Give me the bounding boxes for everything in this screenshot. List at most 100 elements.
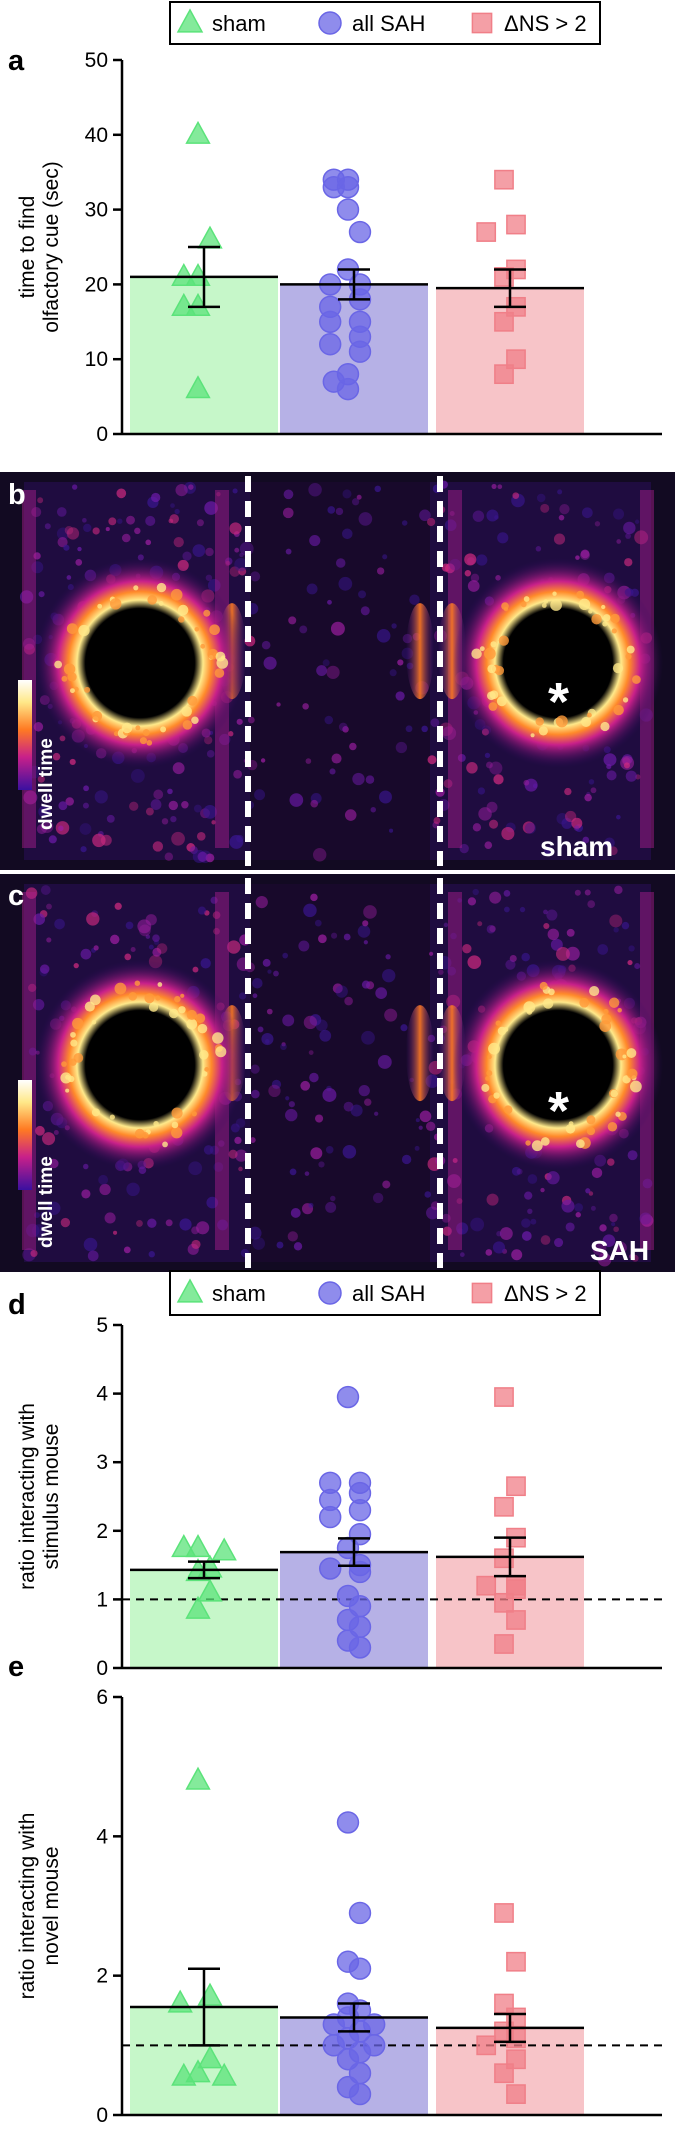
ring-speck bbox=[479, 646, 485, 652]
dwell-speck bbox=[110, 934, 120, 945]
ring-speck bbox=[181, 706, 192, 717]
dwell-speck bbox=[322, 1087, 337, 1102]
dwell-speck bbox=[364, 1098, 372, 1106]
dwell-speck bbox=[250, 1064, 260, 1074]
dwell-speck bbox=[325, 1201, 337, 1213]
dwell-speck bbox=[147, 1218, 157, 1228]
dwell-speck bbox=[592, 1241, 607, 1256]
ring-speck bbox=[63, 663, 76, 675]
dwell-speck bbox=[28, 983, 37, 992]
dwell-speck bbox=[83, 523, 92, 533]
dwell-speck bbox=[467, 955, 482, 970]
dwell-speck bbox=[540, 1187, 545, 1193]
dwell-speck bbox=[614, 885, 623, 895]
dwell-speck bbox=[564, 810, 577, 823]
dwell-speck bbox=[352, 772, 365, 786]
dwell-speck bbox=[522, 821, 535, 834]
ring-speck bbox=[530, 733, 535, 738]
dwell-speck bbox=[225, 557, 233, 565]
dwell-speck bbox=[555, 946, 570, 961]
panel-letter-e: e bbox=[8, 1651, 24, 1683]
dwell-speck bbox=[425, 1121, 436, 1132]
dwell-speck bbox=[511, 1249, 523, 1261]
dwell-speck bbox=[309, 534, 321, 547]
dwell-speck bbox=[574, 1203, 583, 1212]
y-tick-label: 20 bbox=[85, 273, 108, 296]
dwell-speck bbox=[170, 815, 177, 823]
dwell-speck bbox=[501, 827, 515, 841]
data-point-d bbox=[506, 1476, 526, 1497]
dwell-speck bbox=[179, 1218, 192, 1231]
y-tick-label: 0 bbox=[96, 423, 108, 446]
ring-speck bbox=[493, 1092, 500, 1099]
dwell-speck bbox=[489, 925, 496, 933]
dwell-speck bbox=[546, 909, 558, 921]
dwell-speck bbox=[459, 1252, 465, 1257]
data-point-a bbox=[348, 220, 372, 244]
dwell-speck bbox=[484, 752, 491, 759]
dwell-speck bbox=[389, 669, 397, 677]
dwell-speck bbox=[266, 1008, 273, 1015]
chart-a: 0 10 20 30 40 50 time to findolfactory cue (se… bbox=[16, 49, 662, 446]
dwell-speck bbox=[285, 1096, 290, 1101]
heat-asterisk-b: * bbox=[548, 672, 569, 732]
dwell-speck bbox=[580, 549, 590, 559]
dwell-scale-bar-c bbox=[18, 1080, 32, 1190]
dwell-speck bbox=[459, 843, 469, 854]
dwell-speck bbox=[171, 831, 185, 846]
dwell-speck bbox=[546, 1171, 560, 1185]
dwell-speck bbox=[327, 506, 336, 514]
legend-label: ΔNS > 2 bbox=[504, 11, 587, 36]
dwell-speck bbox=[80, 846, 87, 853]
dwell-speck bbox=[305, 758, 312, 764]
dwell-speck bbox=[75, 558, 83, 566]
ring-speck bbox=[576, 590, 585, 599]
dwell-speck bbox=[60, 1217, 71, 1228]
ring-speck bbox=[182, 720, 193, 730]
ring-speck bbox=[531, 1140, 543, 1152]
dwell-speck bbox=[33, 913, 46, 926]
dwell-speck bbox=[344, 996, 353, 1006]
dwell-speck bbox=[282, 507, 294, 519]
ring-speck bbox=[209, 624, 220, 636]
dwell-speck bbox=[540, 503, 550, 513]
dwell-speck bbox=[126, 1182, 140, 1197]
dwell-speck bbox=[288, 616, 297, 625]
legend-marker-circle bbox=[318, 11, 342, 35]
ring-speck bbox=[197, 1023, 208, 1034]
dwell-speck bbox=[303, 903, 317, 918]
dwell-speck bbox=[167, 788, 173, 795]
dwell-speck bbox=[261, 640, 271, 650]
ring-speck bbox=[550, 599, 562, 611]
dwell-speck bbox=[238, 567, 247, 576]
dwell-speck bbox=[32, 998, 45, 1011]
dwell-speck bbox=[450, 932, 457, 940]
dwell-speck bbox=[624, 558, 633, 567]
dwell-speck bbox=[608, 846, 618, 856]
ring-speck bbox=[91, 1108, 100, 1117]
dwell-speck bbox=[318, 1161, 325, 1168]
dwell-speck bbox=[94, 790, 108, 804]
y-tick-label: 4 bbox=[96, 1383, 108, 1406]
dwell-speck bbox=[582, 836, 590, 844]
ring-speck bbox=[486, 1070, 493, 1077]
data-point-d bbox=[506, 1610, 526, 1630]
ring-speck bbox=[611, 628, 617, 634]
ring-speck bbox=[490, 641, 497, 648]
dwell-speck bbox=[145, 914, 157, 926]
data-point-d bbox=[348, 1636, 372, 1659]
legend-a: sham all SAH ΔNS > 2 bbox=[169, 1, 601, 45]
doorway-hotspot bbox=[406, 603, 434, 700]
dwell-speck bbox=[92, 527, 100, 535]
dwell-scale-label-b: dwell time bbox=[36, 738, 57, 830]
dwell-speck bbox=[310, 1147, 323, 1160]
ring-speck bbox=[543, 599, 549, 604]
bar-d-0 bbox=[130, 1569, 278, 1668]
doorway-hotspot bbox=[406, 1005, 434, 1102]
data-point-e bbox=[197, 1982, 223, 2006]
ring-speck bbox=[199, 1050, 209, 1060]
legend-marker-circle bbox=[318, 1281, 342, 1305]
ring-speck bbox=[622, 697, 629, 703]
dwell-speck bbox=[257, 1026, 264, 1033]
ring-speck bbox=[578, 598, 591, 610]
